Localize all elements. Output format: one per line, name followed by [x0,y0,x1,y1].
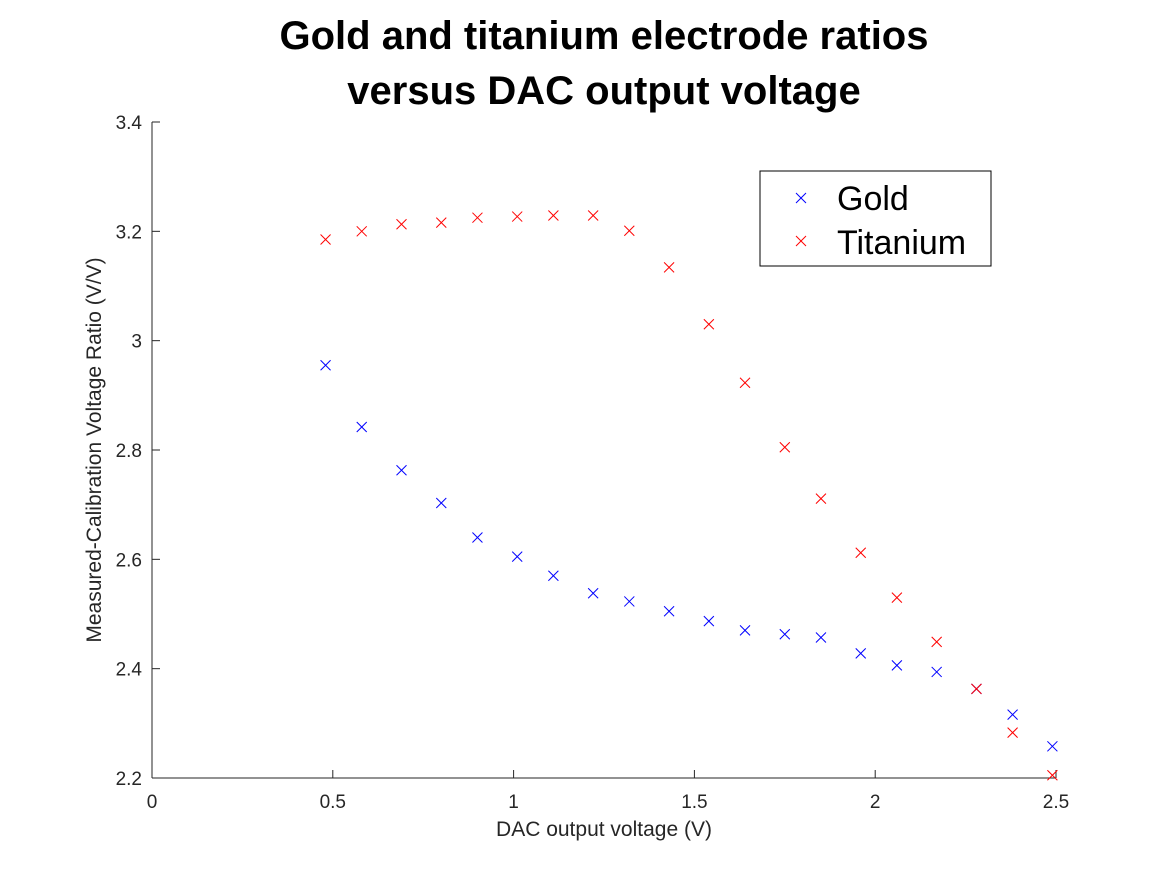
gold-point [931,666,943,678]
titanium-point [396,218,407,230]
chart-title-line-1: Gold and titanium electrode ratios [280,14,929,58]
y-tick-label: 3.2 [116,222,142,243]
titanium-point [587,210,599,221]
gold-point [815,632,827,643]
titanium-point [815,493,827,505]
titanium-point [739,377,751,389]
gold-point [320,359,331,371]
gold-point [703,615,715,627]
gold-point [1047,740,1058,752]
gold-point [396,464,407,476]
titanium-point [931,636,943,648]
titanium-point [472,212,483,224]
titanium-point [663,262,675,273]
chart-title-line-2: versus DAC output voltage [347,69,860,113]
titanium-point [320,234,331,245]
series-layer [320,210,1058,781]
gold-point [663,605,675,617]
titanium-point [779,441,791,453]
series-titanium [320,210,1058,781]
legend-label-titanium: Titanium [837,224,966,262]
y-tick-label: 2.6 [116,550,142,571]
gold-point [779,628,791,640]
titanium-point [511,211,523,222]
titanium-point [703,318,715,330]
titanium-point [1007,727,1018,738]
y-axis-label: Measured-Calibration Voltage Ratio (V/V) [83,257,106,642]
gold-point [739,625,751,636]
titanium-point [623,225,635,237]
gold-point [435,497,447,509]
y-tick-label: 3 [131,332,142,353]
x-tick-label: 1.5 [681,792,707,813]
titanium-point [435,217,447,228]
titanium-point [1047,769,1058,781]
titanium-point [855,547,867,559]
x-axis-label: DAC output voltage (V) [496,818,712,841]
gold-point [472,532,483,543]
titanium-point [891,592,903,603]
legend-marker-gold [795,192,807,204]
x-ticks: 0 0.5 1 1.5 2 2.5 [147,770,1069,813]
x-tick-label: 0 [147,792,158,813]
y-tick-label: 2.8 [116,441,142,462]
y-ticks: 2.2 2.4 2.6 2.8 3 3.2 3.4 [116,113,160,790]
gold-point [587,587,599,599]
titanium-point [548,210,559,221]
gold-point [548,570,559,582]
legend-marker-titanium [795,235,807,247]
gold-point [855,648,867,659]
legend-box [759,170,992,267]
legend-label-gold: Gold [837,180,909,218]
gold-point [623,596,635,607]
y-tick-label: 2.4 [116,660,143,681]
series-gold [320,359,1058,752]
y-tick-label: 3.4 [116,113,143,134]
titanium-point [971,683,982,695]
x-tick-label: 0.5 [320,792,346,813]
x-tick-label: 2.5 [1043,792,1069,813]
gold-point [511,551,523,562]
gold-point [356,421,368,433]
x-tick-label: 1 [508,792,519,813]
x-tick-label: 2 [870,792,881,813]
gold-point [1007,709,1018,720]
legend: Gold Titanium [759,170,992,267]
gold-point [891,660,903,671]
y-tick-label: 2.2 [116,769,142,790]
titanium-point [356,225,368,237]
